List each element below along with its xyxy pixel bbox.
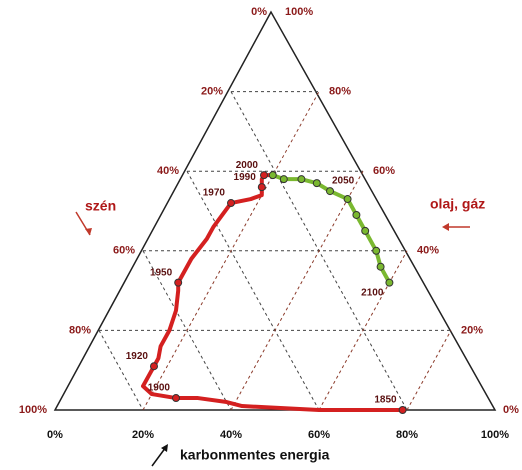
bottom-arrowhead xyxy=(161,444,168,452)
bottom-tick-label: 100% xyxy=(481,429,509,441)
data-point xyxy=(352,210,361,219)
data-point xyxy=(343,195,352,204)
right-tick-label: 60% xyxy=(373,165,395,177)
left-tick-label: 100% xyxy=(19,404,47,416)
data-point xyxy=(257,183,266,192)
data-point xyxy=(376,262,385,271)
bottom-arrow xyxy=(151,446,167,467)
right-tick-label: 0% xyxy=(503,404,519,416)
grid-line xyxy=(406,330,452,411)
left-tick-label: 0% xyxy=(251,6,267,18)
left-axis-title: szén xyxy=(85,198,116,214)
data-point xyxy=(361,226,370,235)
data-point xyxy=(398,406,407,414)
left-tick-label: 80% xyxy=(69,324,91,336)
right-tick-label: 80% xyxy=(329,86,351,98)
bottom-axis-title: karbonmentes energia xyxy=(180,447,330,463)
right-tick-label: 20% xyxy=(461,324,483,336)
data-point xyxy=(385,278,394,287)
right-tick-label: 100% xyxy=(285,6,313,18)
data-point xyxy=(268,171,277,180)
left-tick-label: 40% xyxy=(157,165,179,177)
left-tick-label: 60% xyxy=(113,245,135,257)
left-arrowhead xyxy=(85,228,92,235)
year-label: 1850 xyxy=(374,395,397,406)
year-label: 1990 xyxy=(234,172,257,183)
data-point xyxy=(312,179,321,188)
data-point xyxy=(174,278,183,287)
data-point xyxy=(279,175,288,184)
grid-line xyxy=(142,91,320,411)
data-point xyxy=(172,394,180,403)
year-label: 1920 xyxy=(126,351,149,362)
right-arrowhead xyxy=(442,223,449,231)
grid-line xyxy=(98,330,144,411)
bottom-tick-label: 0% xyxy=(47,429,63,441)
data-point xyxy=(372,246,381,255)
year-label: 1900 xyxy=(148,383,171,394)
data-point xyxy=(260,171,268,180)
year-label: 2000 xyxy=(236,160,259,171)
right-tick-label: 40% xyxy=(417,245,439,257)
bottom-tick-label: 40% xyxy=(220,429,242,441)
data-point xyxy=(326,187,334,196)
bottom-tick-label: 20% xyxy=(132,429,154,441)
grid-line xyxy=(186,170,320,411)
left-tick-label: 20% xyxy=(201,86,223,98)
data-point xyxy=(227,199,235,208)
data-point xyxy=(150,362,158,371)
data-point xyxy=(297,175,306,184)
triangle xyxy=(53,10,497,411)
grid-line xyxy=(230,170,364,411)
bottom-tick-label: 80% xyxy=(396,429,418,441)
right-axis-title: olaj, gáz xyxy=(430,196,485,212)
year-label: 1950 xyxy=(150,267,173,278)
bottom-tick-label: 60% xyxy=(308,429,330,441)
year-label: 2050 xyxy=(332,176,355,187)
year-label: 2100 xyxy=(361,287,384,298)
year-label: 1970 xyxy=(203,188,226,199)
series-line xyxy=(141,173,403,412)
grid-line xyxy=(318,250,408,411)
